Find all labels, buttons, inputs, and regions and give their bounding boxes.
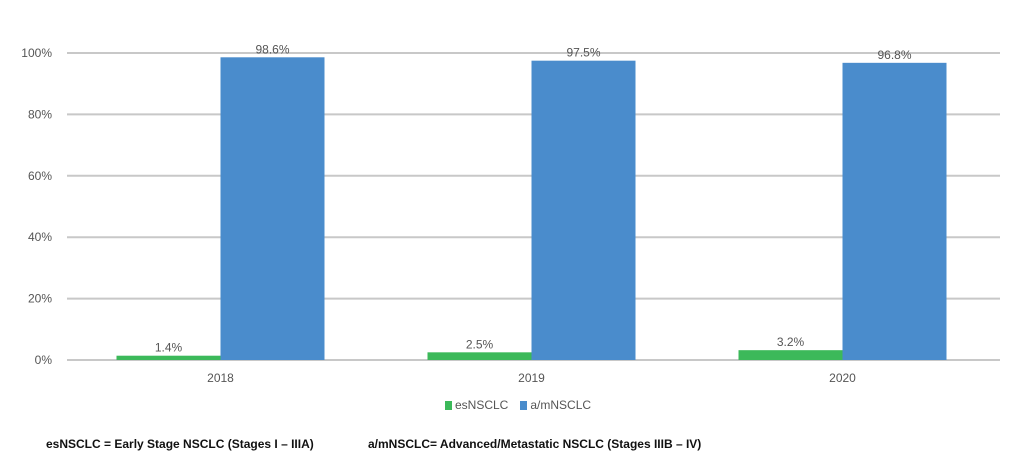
legend-swatch-esnsclc bbox=[445, 400, 452, 410]
x-tick-label: 2020 bbox=[829, 371, 856, 385]
data-label: 3.2% bbox=[777, 335, 805, 349]
x-tick-label: 2019 bbox=[518, 371, 545, 385]
x-tick-label: 2018 bbox=[207, 371, 234, 385]
data-label: 98.6% bbox=[255, 42, 289, 56]
y-tick-label: 0% bbox=[35, 353, 53, 367]
legend-label: esNSCLC bbox=[455, 398, 509, 412]
data-label: 2.5% bbox=[466, 337, 494, 351]
y-tick-label: 60% bbox=[28, 169, 52, 183]
data-label: 1.4% bbox=[155, 341, 183, 355]
y-tick-label: 80% bbox=[28, 107, 52, 121]
footnote-esnsclc: esNSCLC = Early Stage NSCLC (Stages I – … bbox=[46, 437, 314, 451]
bar-amnsclc-2019 bbox=[531, 60, 636, 361]
legend-item-amnsclc: a/mNSCLC bbox=[520, 398, 591, 412]
bar-amnsclc-2018 bbox=[220, 57, 325, 360]
y-tick-label: 20% bbox=[28, 292, 52, 306]
bar-esnsclc-2018 bbox=[116, 355, 221, 360]
data-label: 96.8% bbox=[877, 48, 911, 62]
legend-label: a/mNSCLC bbox=[530, 398, 592, 412]
data-label: 97.5% bbox=[566, 46, 600, 60]
bar-esnsclc-2019 bbox=[427, 352, 532, 360]
legend-swatch-amnsclc bbox=[520, 400, 528, 410]
bar-amnsclc-2020 bbox=[842, 62, 947, 360]
legend: esNSCLC a/mNSCLC bbox=[445, 398, 591, 412]
bar-chart: 0% 20% 40% 60% 80% 100% 2018 1.4% 98.6% 2019 2.5% 9… bbox=[21, 42, 1000, 385]
footnote-amnsclc: a/mNSCLC= Advanced/Metastatic NSCLC (Sta… bbox=[368, 437, 702, 451]
bar-esnsclc-2020 bbox=[738, 350, 843, 360]
legend-item-esnsclc: esNSCLC bbox=[445, 398, 508, 412]
y-tick-label: 40% bbox=[28, 230, 52, 244]
y-tick-label: 100% bbox=[21, 46, 52, 60]
